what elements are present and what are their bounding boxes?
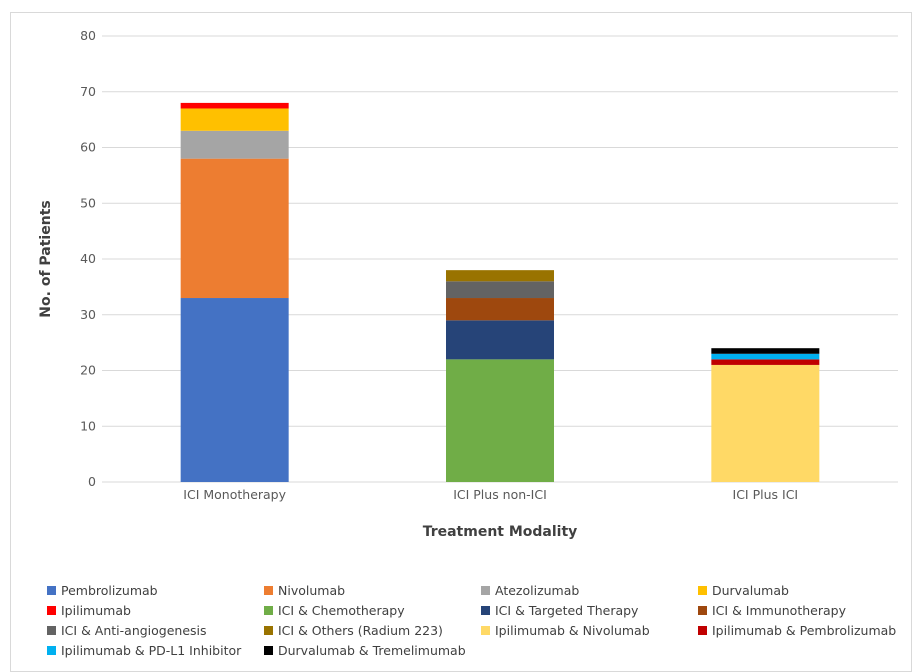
legend-item: ICI & Anti-angiogenesis bbox=[47, 621, 264, 639]
bars bbox=[180, 102, 820, 482]
stacked-bar-chart: 0 10 20 30 40 50 60 70 80 ICI Monotherapy ICI Plu… bbox=[38, 28, 898, 540]
legend-label: ICI & Targeted Therapy bbox=[495, 602, 639, 618]
bar-segment bbox=[446, 320, 554, 360]
legend-swatch bbox=[264, 645, 273, 655]
legend-label: Ipilimumab & PD-L1 Inhibitor bbox=[61, 642, 242, 658]
legend-label: ICI & Anti-angiogenesis bbox=[61, 622, 207, 638]
legend-label: Atezolizumab bbox=[495, 582, 580, 598]
legend-item: Atezolizumab bbox=[481, 581, 698, 599]
legend-label: Ipilimumab & Pembrolizumab bbox=[712, 622, 897, 638]
legend-swatch bbox=[698, 625, 707, 635]
legend-item: Ipilimumab bbox=[47, 601, 264, 619]
legend-item: Ipilimumab & Pembrolizumab bbox=[698, 621, 913, 639]
legend-label: ICI & Others (Radium 223) bbox=[278, 622, 443, 638]
legend-item: Nivolumab bbox=[264, 581, 481, 599]
legend-swatch bbox=[698, 585, 707, 595]
bar-segment bbox=[180, 158, 289, 299]
legend-label: Durvalumab bbox=[712, 582, 789, 598]
bar-segment bbox=[446, 298, 554, 321]
legend-label: Nivolumab bbox=[278, 582, 346, 598]
y-tick-label: 10 bbox=[80, 418, 96, 433]
bar-segment bbox=[446, 270, 554, 282]
legend-item: ICI & Chemotherapy bbox=[264, 601, 481, 619]
legend-item: Ipilimumab & PD-L1 Inhibitor bbox=[47, 641, 264, 659]
y-axis-ticks: 0 10 20 30 40 50 60 70 80 bbox=[80, 28, 96, 489]
legend-swatch bbox=[47, 585, 56, 595]
bar-segment bbox=[711, 364, 820, 482]
legend-swatch bbox=[481, 625, 490, 635]
legend-swatch bbox=[698, 605, 707, 615]
legend-swatch bbox=[264, 625, 273, 635]
bar-segment bbox=[180, 102, 289, 109]
legend-swatch bbox=[481, 605, 490, 615]
legend-swatch bbox=[47, 605, 56, 615]
bar-segment bbox=[446, 359, 554, 482]
legend-swatch bbox=[47, 625, 56, 635]
x-tick-label: ICI Plus non-ICI bbox=[453, 487, 547, 502]
y-tick-label: 0 bbox=[88, 474, 96, 489]
y-tick-label: 20 bbox=[80, 363, 96, 378]
bar-segment bbox=[711, 359, 820, 365]
y-axis-title: No. of Patients bbox=[38, 200, 54, 317]
legend-item: Durvalumab & Tremelimumab bbox=[264, 641, 481, 659]
legend-item: ICI & Immunotherapy bbox=[698, 601, 913, 619]
legend-swatch bbox=[481, 585, 490, 595]
legend-label: ICI & Chemotherapy bbox=[278, 602, 405, 618]
x-axis-ticks: ICI Monotherapy ICI Plus non-ICI ICI Plus … bbox=[183, 487, 798, 502]
y-tick-label: 40 bbox=[80, 251, 96, 266]
y-tick-label: 60 bbox=[80, 140, 96, 155]
bar-segment bbox=[180, 108, 289, 131]
legend-label: Durvalumab & Tremelimumab bbox=[278, 642, 466, 658]
legend-label: Ipilimumab bbox=[61, 602, 131, 618]
x-tick-label: ICI Monotherapy bbox=[183, 487, 286, 502]
y-tick-label: 70 bbox=[80, 84, 96, 99]
legend-label: Pembrolizumab bbox=[61, 582, 158, 598]
legend-item: ICI & Others (Radium 223) bbox=[264, 621, 481, 639]
legend-label: Ipilimumab & Nivolumab bbox=[495, 622, 650, 638]
legend-swatch bbox=[264, 585, 273, 595]
bar-segment bbox=[446, 281, 554, 299]
x-tick-label: ICI Plus ICI bbox=[733, 487, 799, 502]
legend-item: ICI & Targeted Therapy bbox=[481, 601, 698, 619]
y-tick-label: 30 bbox=[80, 307, 96, 322]
y-tick-label: 80 bbox=[80, 28, 96, 43]
y-tick-label: 50 bbox=[80, 195, 96, 210]
bar-segment bbox=[711, 353, 820, 360]
bar-segment bbox=[180, 298, 289, 482]
legend-swatch bbox=[47, 645, 56, 655]
bar-segment bbox=[711, 348, 820, 354]
legend-item: Pembrolizumab bbox=[47, 581, 264, 599]
bar-segment bbox=[180, 130, 289, 159]
legend-item: Ipilimumab & Nivolumab bbox=[481, 621, 698, 639]
legend-swatch bbox=[264, 605, 273, 615]
x-axis-title: Treatment Modality bbox=[423, 524, 578, 540]
legend-item: Durvalumab bbox=[698, 581, 913, 599]
legend: Pembrolizumab Nivolumab Atezolizumab Durval… bbox=[47, 581, 907, 659]
legend-label: ICI & Immunotherapy bbox=[712, 602, 846, 618]
